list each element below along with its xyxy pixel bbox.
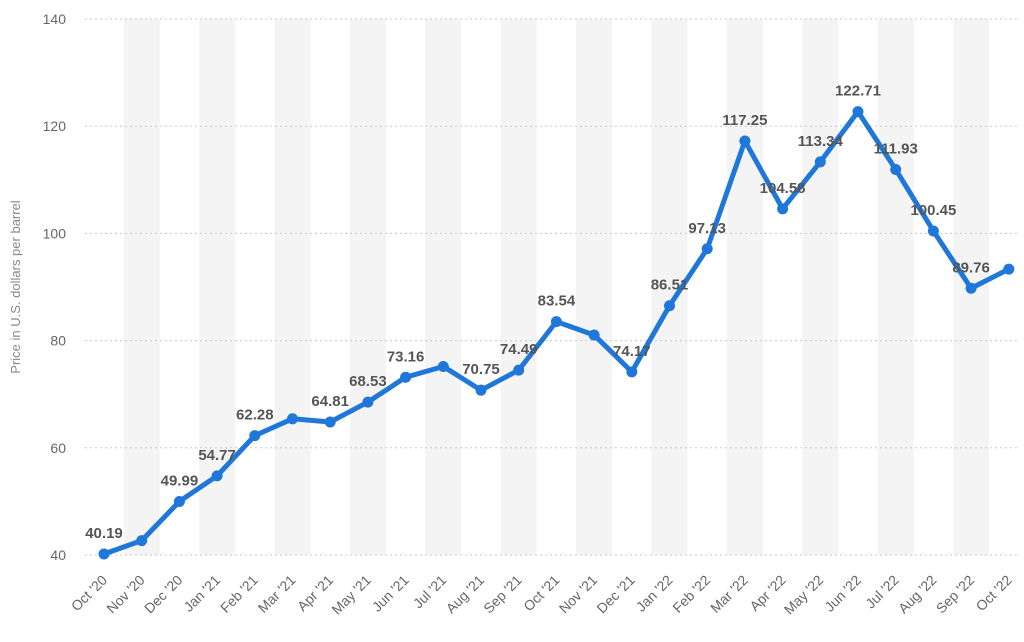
data-label: 62.28 (236, 407, 274, 424)
x-tick-label: Nov '21 (556, 572, 601, 617)
data-point[interactable] (475, 384, 487, 396)
x-tick-label: Aug '22 (895, 572, 940, 617)
data-point[interactable] (362, 396, 374, 408)
x-tick-label: Mar '21 (255, 572, 299, 616)
column-band (425, 19, 462, 555)
y-axis-ticks: 40 60 80 100 120 140 (43, 11, 67, 563)
x-tick-label: May '22 (781, 572, 827, 618)
x-tick-label: Jun '21 (369, 572, 412, 615)
data-point[interactable] (98, 548, 110, 560)
y-tick-label: 100 (43, 225, 67, 241)
data-point[interactable] (664, 300, 675, 312)
column-band (877, 19, 914, 555)
x-tick-label: Jun '22 (821, 572, 864, 615)
x-tick-label: Oct '21 (520, 572, 563, 615)
data-point[interactable] (173, 495, 185, 507)
y-axis-label: Price in U.S. dollars per barrel (8, 200, 23, 374)
data-point[interactable] (400, 371, 412, 383)
data-point[interactable] (965, 282, 977, 294)
data-point[interactable] (211, 470, 223, 482)
data-point[interactable] (927, 225, 939, 237)
data-point[interactable] (777, 203, 789, 215)
column-band (576, 19, 613, 555)
column-band (274, 19, 311, 555)
x-tick-label: Feb '22 (669, 572, 713, 616)
data-point[interactable] (437, 360, 449, 372)
data-point[interactable] (701, 243, 713, 255)
data-label: 73.16 (387, 348, 425, 365)
data-label: 49.99 (161, 472, 199, 489)
series-line (101, 109, 1012, 557)
x-tick-label: Nov '20 (103, 572, 148, 617)
data-label: 104.58 (760, 180, 806, 197)
x-tick-label: Mar '22 (707, 572, 751, 616)
data-point[interactable] (550, 316, 562, 328)
data-label: 97.13 (688, 220, 726, 237)
data-point[interactable] (588, 329, 600, 341)
data-point[interactable] (626, 366, 638, 378)
x-tick-label: Jan '21 (180, 572, 223, 615)
data-label: 83.54 (538, 293, 576, 310)
data-label: 100.45 (910, 202, 956, 219)
column-band (349, 19, 386, 555)
y-tick-label: 60 (50, 440, 66, 456)
data-label: 117.25 (722, 112, 767, 129)
data-point[interactable] (513, 364, 525, 376)
data-label: 111.93 (874, 140, 918, 157)
data-point[interactable] (1003, 263, 1015, 275)
data-point[interactable] (739, 135, 751, 147)
series-line-group (101, 109, 1012, 557)
data-point[interactable] (324, 416, 336, 428)
y-tick-label: 80 (50, 333, 66, 349)
column-band (123, 19, 160, 555)
data-point[interactable] (136, 535, 148, 547)
x-tick-label: Sep '21 (480, 572, 525, 617)
x-tick-label: Jan '22 (633, 572, 676, 615)
data-label: 74.49 (500, 341, 538, 358)
x-tick-label: Oct '22 (973, 572, 1016, 615)
column-band (500, 19, 537, 555)
data-label: 86.51 (651, 277, 689, 294)
data-label: 74.17 (613, 343, 651, 360)
column-band (726, 19, 763, 555)
x-tick-label: Oct '20 (68, 572, 111, 615)
data-label: 122.71 (835, 83, 881, 100)
data-label: 40.19 (85, 525, 123, 542)
x-tick-label: May '21 (328, 572, 374, 618)
data-label: 68.53 (349, 373, 387, 390)
data-label: 70.75 (462, 361, 500, 378)
y-tick-label: 120 (43, 118, 67, 134)
data-label: 89.76 (952, 259, 990, 276)
data-label: 54.77 (198, 447, 236, 464)
x-tick-label: Dec '21 (593, 572, 638, 617)
x-tick-label: Feb '21 (217, 572, 261, 616)
data-point[interactable] (287, 413, 298, 425)
data-point[interactable] (249, 430, 261, 442)
data-point[interactable] (890, 163, 902, 175)
data-label: 113.34 (798, 133, 844, 150)
y-tick-label: 140 (43, 11, 67, 27)
data-points (98, 106, 1015, 560)
x-tick-label: Dec '20 (141, 572, 186, 617)
data-label: 64.81 (311, 393, 349, 410)
x-tick-label: Aug '21 (443, 572, 488, 617)
data-point[interactable] (852, 106, 864, 118)
x-tick-label: Sep '22 (933, 572, 978, 617)
data-point[interactable] (814, 156, 826, 168)
column-band (802, 19, 839, 555)
y-tick-label: 40 (50, 547, 66, 563)
column-bands (123, 19, 990, 555)
